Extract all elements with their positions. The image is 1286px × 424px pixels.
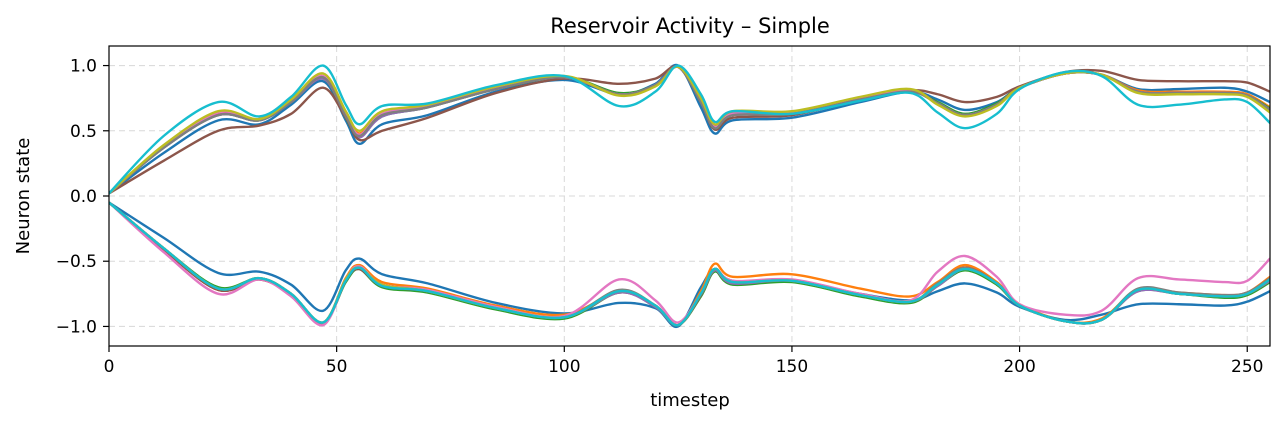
axis-ticks: 0 50 100 150 200 250 1.0 0.5 0.0 −0.5 −1.0 <box>56 57 1264 377</box>
x-tick-label: 0 <box>104 357 115 377</box>
chart-title: Reservoir Activity – Simple <box>550 14 830 38</box>
series-line-18 <box>109 201 1270 327</box>
x-tick-label: 150 <box>776 357 808 377</box>
series-line-15 <box>109 201 1270 327</box>
x-tick-label: 50 <box>326 357 348 377</box>
x-tick-label: 100 <box>548 357 580 377</box>
y-axis-label: Neuron state <box>13 138 34 255</box>
series-line-16 <box>109 201 1270 327</box>
series-line-8 <box>109 65 1270 195</box>
y-tick-label: 1.0 <box>70 57 97 77</box>
series-line-11 <box>109 201 1270 328</box>
series-lines <box>109 63 1270 328</box>
series-line-3 <box>109 65 1270 195</box>
series-line-19 <box>109 201 1270 327</box>
series-line-13 <box>109 201 1270 327</box>
series-line-1 <box>109 63 1270 195</box>
series-line-2 <box>109 65 1270 195</box>
series-line-4 <box>109 65 1270 195</box>
series-line-20 <box>109 201 1270 327</box>
x-tick-label: 200 <box>1003 357 1035 377</box>
series-line-9 <box>109 65 1270 195</box>
series-line-5 <box>109 65 1270 195</box>
y-tick-label: 0.0 <box>70 187 97 207</box>
series-line-14 <box>109 201 1270 327</box>
y-tick-label: 0.5 <box>70 122 97 142</box>
series-line-12 <box>109 201 1270 327</box>
series-group <box>109 63 1270 328</box>
series-line-17 <box>109 201 1270 327</box>
x-tick-label: 250 <box>1231 357 1263 377</box>
series-line-10 <box>109 64 1270 195</box>
grid <box>108 46 1270 346</box>
y-tick-label: −1.0 <box>56 317 97 337</box>
x-axis-label: timestep <box>650 390 730 411</box>
series-line-7 <box>109 65 1270 195</box>
y-tick-label: −0.5 <box>56 252 97 272</box>
